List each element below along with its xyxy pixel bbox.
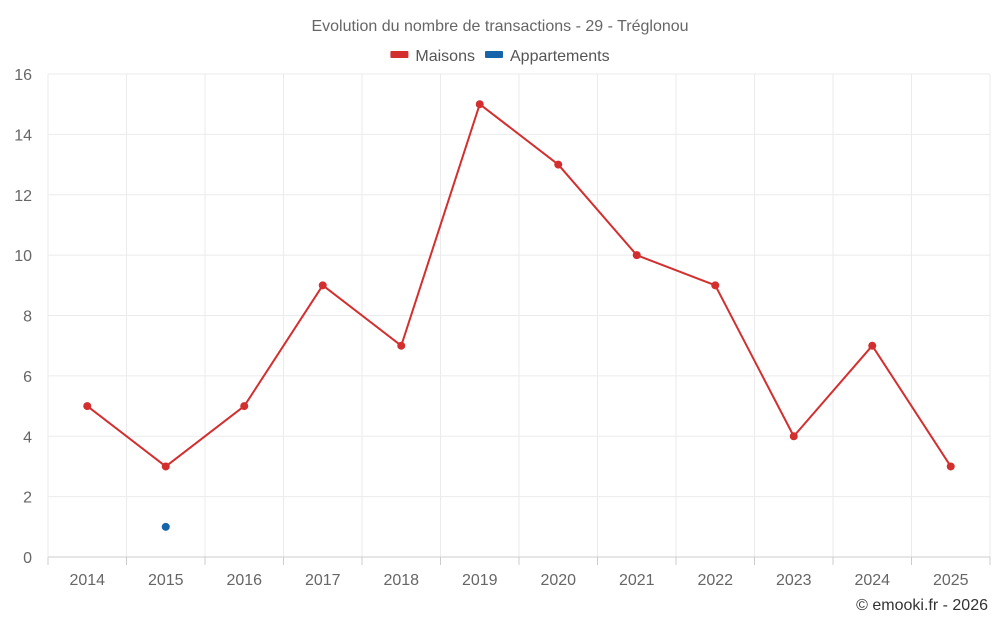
credit-text: © emooki.fr - 2026 — [856, 597, 988, 614]
legend[interactable]: Maisons Appartements — [390, 48, 610, 65]
series-layer — [83, 100, 955, 531]
data-point[interactable] — [789, 432, 798, 441]
legend-label: Maisons — [415, 48, 475, 65]
x-tick-label: 2022 — [697, 572, 733, 589]
series-maisons — [83, 100, 955, 471]
y-tick-label: 14 — [14, 127, 32, 144]
x-tick-label: 2018 — [383, 572, 419, 589]
grid-lines — [47, 73, 991, 558]
y-tick-label: 12 — [14, 188, 32, 205]
legend-item[interactable]: Maisons — [390, 48, 475, 65]
data-point[interactable] — [868, 341, 877, 350]
x-tick-label: 2019 — [462, 572, 498, 589]
y-tick-label: 4 — [23, 429, 32, 446]
y-axis: 0 2 4 6 8 10 12 14 16 — [14, 67, 32, 567]
x-tick-label: 2017 — [305, 572, 341, 589]
data-point[interactable] — [397, 341, 406, 350]
x-tick-label: 2020 — [540, 572, 576, 589]
y-tick-label: 16 — [14, 67, 32, 84]
data-point[interactable] — [475, 100, 484, 109]
legend-item[interactable]: Appartements — [485, 48, 610, 65]
data-point[interactable] — [161, 462, 170, 471]
series-line — [86, 103, 952, 468]
x-tick-label: 2025 — [933, 572, 969, 589]
data-point[interactable] — [632, 251, 641, 260]
data-point[interactable] — [318, 281, 327, 290]
data-point[interactable] — [711, 281, 720, 290]
x-tick-label: 2014 — [69, 572, 105, 589]
y-tick-label: 8 — [23, 309, 32, 326]
y-tick-label: 0 — [23, 550, 32, 567]
x-tick-label: 2024 — [854, 572, 890, 589]
data-point[interactable] — [83, 402, 92, 411]
x-tick-label: 2021 — [619, 572, 655, 589]
legend-swatch — [390, 51, 409, 58]
series-appartements — [161, 522, 170, 531]
x-axis: 2014 2015 2016 2017 2018 2019 2020 2021 2022 2023… — [47, 556, 991, 589]
y-tick-label: 6 — [23, 369, 32, 386]
y-tick-label: 2 — [23, 490, 32, 507]
data-point[interactable] — [240, 402, 249, 411]
data-point[interactable] — [161, 522, 170, 531]
data-point[interactable] — [554, 160, 563, 169]
chart-title: Evolution du nombre de transactions - 29… — [311, 18, 688, 35]
y-tick-label: 10 — [14, 248, 32, 265]
data-point[interactable] — [946, 462, 955, 471]
x-tick-label: 2015 — [148, 572, 184, 589]
legend-label: Appartements — [510, 48, 610, 65]
legend-swatch — [485, 51, 503, 58]
x-tick-label: 2016 — [226, 572, 262, 589]
x-tick-label: 2023 — [776, 572, 812, 589]
